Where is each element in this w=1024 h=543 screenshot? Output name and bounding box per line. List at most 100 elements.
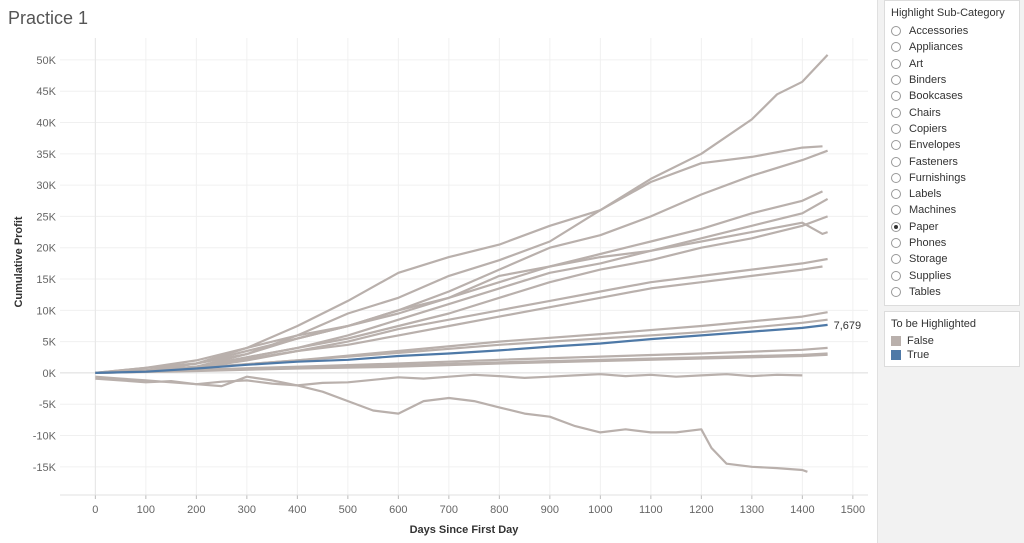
filter-option-label: Binders: [909, 74, 947, 87]
y-tick-label: 20K: [36, 243, 56, 255]
x-tick-label: 900: [541, 504, 559, 516]
legend-title: To be Highlighted: [891, 318, 977, 330]
filter-option-binders[interactable]: Binders: [885, 72, 1019, 88]
filter-card: Highlight Sub-Category Accessories Applia…: [884, 0, 1020, 306]
series-line-binders[interactable]: [95, 190, 823, 374]
filter-option-fasteners[interactable]: Fasteners: [885, 153, 1019, 169]
radio-icon[interactable]: [891, 58, 901, 69]
y-axis-label: Cumulative Profit: [13, 216, 25, 307]
x-tick-label: 200: [187, 504, 205, 516]
filter-option-chairs[interactable]: Chairs: [885, 104, 1019, 120]
x-axis-label: Days Since First Day: [410, 524, 520, 536]
x-tick-label: 800: [490, 504, 508, 516]
radio-icon[interactable]: [891, 172, 901, 183]
radio-icon[interactable]: [891, 156, 901, 167]
legend-card: To be Highlighted False True: [884, 311, 1020, 367]
y-tick-label: 0K: [43, 368, 57, 380]
filter-option-bookcases[interactable]: Bookcases: [885, 88, 1019, 104]
legend-list: False True: [885, 334, 1019, 362]
filter-option-phones[interactable]: Phones: [885, 235, 1019, 251]
y-tick-label: 30K: [36, 180, 56, 192]
y-tick-label: -10K: [33, 431, 57, 443]
filter-option-label: Copiers: [909, 122, 947, 135]
series-line-paper[interactable]: [95, 323, 828, 374]
radio-icon[interactable]: [891, 221, 901, 232]
filter-option-label: Accessories: [909, 25, 969, 38]
series-line-supplies[interactable]: [95, 353, 828, 374]
legend-label: True: [907, 349, 930, 361]
x-tick-label: 1500: [841, 504, 865, 516]
filter-option-label: Labels: [909, 188, 942, 201]
grid-lines: [60, 38, 868, 495]
series-line-appliances[interactable]: [95, 257, 828, 374]
radio-icon[interactable]: [891, 254, 901, 265]
filter-option-label: Storage: [909, 253, 948, 266]
filter-option-supplies[interactable]: Supplies: [885, 267, 1019, 283]
x-tick-label: 1000: [588, 504, 612, 516]
x-tick-label: 1400: [790, 504, 814, 516]
radio-icon[interactable]: [891, 238, 901, 248]
series-line-furnishings[interactable]: [95, 265, 823, 374]
radio-icon[interactable]: [891, 205, 901, 216]
filter-option-label: Art: [909, 57, 924, 70]
filter-option-label: Fasteners: [909, 155, 958, 168]
radio-icon[interactable]: [891, 26, 901, 37]
filter-option-copiers[interactable]: Copiers: [885, 121, 1019, 137]
x-tick-label: 700: [440, 504, 458, 516]
filter-option-machines[interactable]: Machines: [885, 202, 1019, 218]
radio-icon[interactable]: [891, 286, 901, 297]
filter-option-label: Tables: [909, 285, 941, 298]
series-line-tables[interactable]: [95, 373, 803, 387]
filter-option-furnishings[interactable]: Furnishings: [885, 170, 1019, 186]
x-tick-label: 0: [92, 504, 98, 516]
filter-option-envelopes[interactable]: Envelopes: [885, 137, 1019, 153]
series-line-phones[interactable]: [95, 145, 823, 374]
radio-icon[interactable]: [891, 189, 901, 200]
radio-icon[interactable]: [891, 75, 901, 86]
y-tick-label: 35K: [36, 149, 56, 161]
series-line-bookcases[interactable]: [95, 375, 808, 473]
x-tick-label: 300: [238, 504, 256, 516]
legend-item-true[interactable]: True: [885, 348, 1019, 362]
page-title: Practice 1: [8, 8, 89, 28]
radio-icon[interactable]: [891, 140, 901, 151]
series-layer: 7,679: [95, 54, 862, 473]
filter-option-label: Bookcases: [909, 90, 963, 103]
filter-option-label: Chairs: [909, 106, 941, 119]
filter-option-label: Furnishings: [909, 171, 966, 184]
x-tick-label: 100: [137, 504, 155, 516]
series-line-machines[interactable]: [95, 221, 828, 374]
filter-option-accessories[interactable]: Accessories: [885, 23, 1019, 39]
y-tick-label: 40K: [36, 118, 56, 130]
filter-option-label: Supplies: [909, 269, 952, 282]
radio-icon[interactable]: [891, 42, 901, 53]
x-tick-label: 1200: [689, 504, 713, 516]
legend-swatch: [891, 350, 901, 360]
y-tick-label: 50K: [36, 55, 56, 67]
filter-option-art[interactable]: Art: [885, 56, 1019, 72]
highlight-value-label: 7,679: [834, 320, 862, 332]
filter-option-appliances[interactable]: Appliances: [885, 39, 1019, 55]
legend-item-false[interactable]: False: [885, 334, 1019, 348]
radio-icon[interactable]: [891, 91, 901, 102]
filter-list: Accessories Appliances Art Binders Bookcases…: [885, 23, 1019, 300]
filter-option-paper[interactable]: Paper: [885, 219, 1019, 235]
y-tick-label: -5K: [39, 399, 57, 411]
x-tick-label: 1300: [740, 504, 764, 516]
y-tick-label: -15K: [33, 462, 57, 474]
filter-option-label: Appliances: [909, 41, 963, 54]
legend-swatch: [891, 336, 901, 346]
filter-option-tables[interactable]: Tables: [885, 284, 1019, 300]
filter-option-labels[interactable]: Labels: [885, 186, 1019, 202]
filter-option-label: Paper: [909, 220, 939, 233]
series-line-accessories[interactable]: [95, 149, 828, 374]
y-tick-label: 15K: [36, 274, 56, 286]
x-tick-label: 1100: [639, 504, 663, 516]
radio-icon[interactable]: [891, 270, 901, 281]
filter-title: Highlight Sub-Category: [891, 7, 1005, 19]
filter-option-label: Envelopes: [909, 139, 961, 152]
radio-icon[interactable]: [891, 107, 901, 118]
filter-option-storage[interactable]: Storage: [885, 251, 1019, 267]
right-panel: Highlight Sub-Category Accessories Applia…: [877, 0, 1024, 543]
radio-icon[interactable]: [891, 123, 901, 134]
